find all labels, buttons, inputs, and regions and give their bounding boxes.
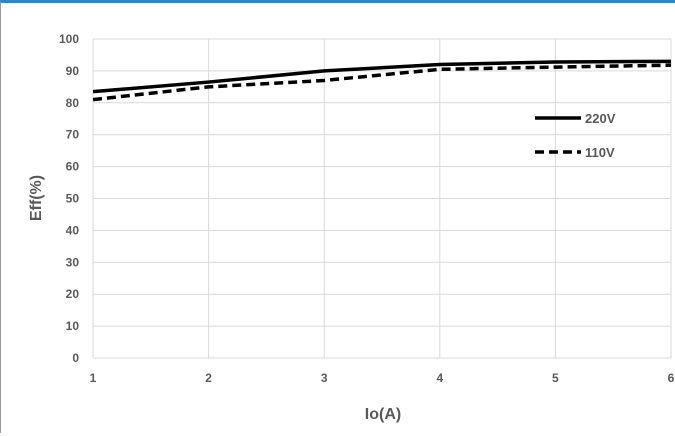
y-tick-label: 90 [66,64,80,78]
series-line-110V [92,63,672,102]
series-line-220V [92,59,672,94]
grid-lines [92,38,672,359]
y-tick-label: 0 [72,351,79,365]
y-tick-label: 10 [66,319,80,333]
x-tick-label: 5 [552,371,559,385]
y-tick-label: 20 [66,287,80,301]
y-axis-ticks: 0 10 20 30 40 50 60 70 80 90 100 [59,32,79,365]
y-tick-label: 70 [66,128,80,142]
y-tick-label: 30 [66,255,80,269]
y-tick-label: 80 [66,96,80,110]
y-tick-label: 50 [66,192,80,206]
legend: 220V 110V [535,111,616,160]
y-axis-label: Eff(%) [28,175,45,221]
series-lines [92,59,672,102]
efficiency-chart: 0 10 20 30 40 50 60 70 80 90 100 1 2 3 4 5 6 220V 110V E… [28,32,675,423]
y-tick-label: 40 [66,223,80,237]
legend-label-220V: 220V [585,111,616,126]
legend-label-110V: 110V [585,145,615,160]
x-axis-label: Io(A) [365,406,401,423]
x-tick-label: 4 [436,371,443,385]
x-tick-label: 2 [205,371,212,385]
y-tick-label: 60 [66,160,80,174]
x-tick-label: 6 [668,371,675,385]
x-axis-ticks: 1 2 3 4 5 6 [90,371,675,385]
x-tick-label: 1 [90,371,97,385]
x-tick-label: 3 [321,371,328,385]
y-tick-label: 100 [59,32,79,46]
